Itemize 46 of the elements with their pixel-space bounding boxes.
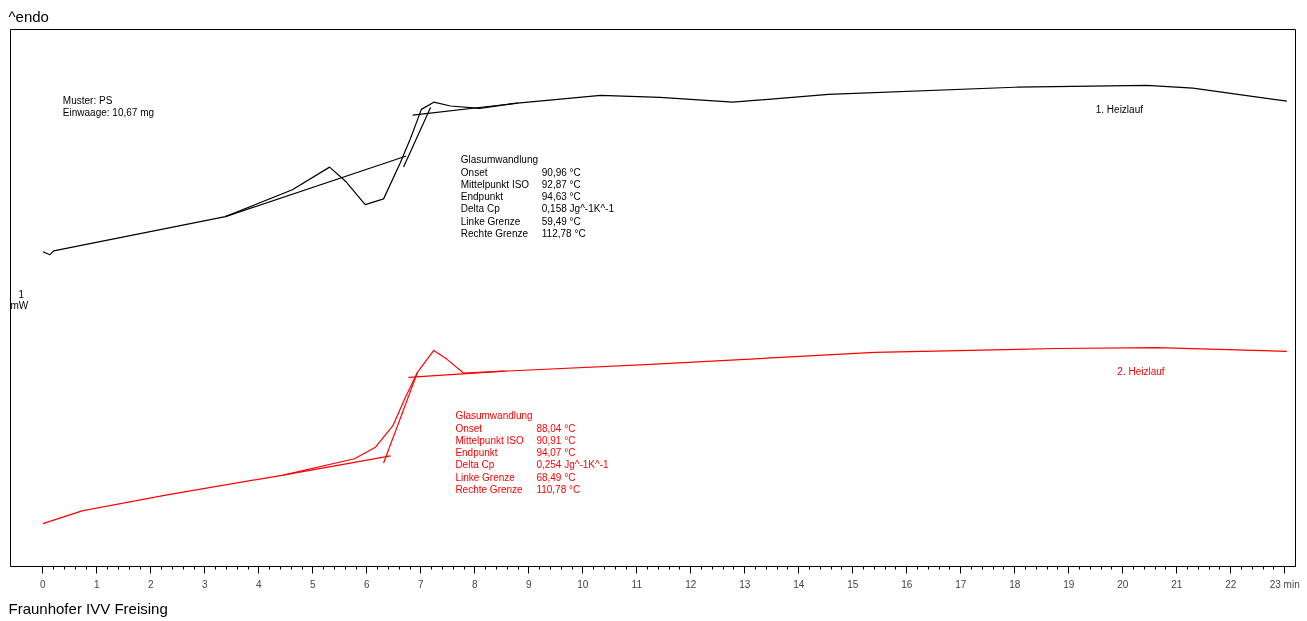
x-tick-label: 13	[739, 578, 751, 590]
x-tick-label: 5	[310, 578, 317, 590]
text: Delta Cp 0,158 Jg^-1K^-1	[460, 203, 614, 215]
x-tick-label: 16	[901, 578, 913, 590]
x-tick-label: 6	[364, 578, 371, 590]
x-tick-label: 23 min	[1269, 578, 1300, 590]
text: Rechte Grenze 112,78 °C	[460, 228, 586, 240]
annotation: Glasumwandlung	[455, 410, 533, 422]
series-label: 2. Heizlauf	[1117, 366, 1165, 378]
text: Endpunkt 94,07 °C	[455, 447, 576, 459]
x-tick-label: 3	[202, 578, 209, 590]
text: Linke Grenze 68,49 °C	[455, 471, 576, 483]
x-tick-label: 8	[472, 578, 479, 590]
text: Rechte Grenze 110,78 °C	[455, 484, 581, 496]
x-tick-label: 11	[631, 578, 643, 590]
text: ^endo	[8, 7, 49, 25]
annotation: Einwaage: 10,67 mg	[62, 107, 155, 118]
x-tick-label: 7	[418, 578, 425, 590]
x-tick-label: 12	[685, 578, 697, 590]
text: Mittelpunkt ISO 90,91 °C	[455, 434, 576, 446]
x-tick-label: 9	[526, 578, 533, 590]
text: Linke Grenze 59,49 °C	[460, 215, 581, 227]
x-tick-label: 2	[148, 578, 155, 590]
text: Endpunkt 94,63 °C	[460, 191, 581, 203]
annotation: mW	[10, 300, 29, 312]
text: Delta Cp 0,254 Jg^-1K^-1	[455, 459, 609, 471]
x-tick-label: 17	[955, 578, 967, 590]
series-label: 1. Heizlauf	[1095, 103, 1144, 115]
x-tick-label: 0	[40, 578, 47, 590]
x-tick-label: 18	[1009, 578, 1021, 590]
x-tick-label: 22	[1225, 578, 1237, 590]
x-tick-label: 4	[256, 578, 263, 590]
text: Onset 90,96 °C	[460, 166, 581, 178]
annotation: 1	[18, 288, 25, 300]
x-tick-label: 21	[1171, 578, 1183, 590]
text: Onset 88,04 °C	[455, 422, 576, 434]
x-tick-label: 10	[577, 578, 589, 590]
x-tick-label: 19	[1063, 578, 1075, 590]
text: Fraunhofer IVV Freising	[8, 599, 168, 617]
x-tick-label: 20	[1117, 578, 1129, 590]
x-tick-label: 15	[847, 578, 859, 590]
annotation: Glasumwandlung	[460, 154, 539, 166]
annotation: Muster: PS	[62, 94, 113, 106]
x-tick-label: 14	[793, 578, 805, 590]
text: Mittelpunkt ISO 92,87 °C	[460, 178, 581, 190]
x-tick-label: 1	[94, 578, 101, 590]
